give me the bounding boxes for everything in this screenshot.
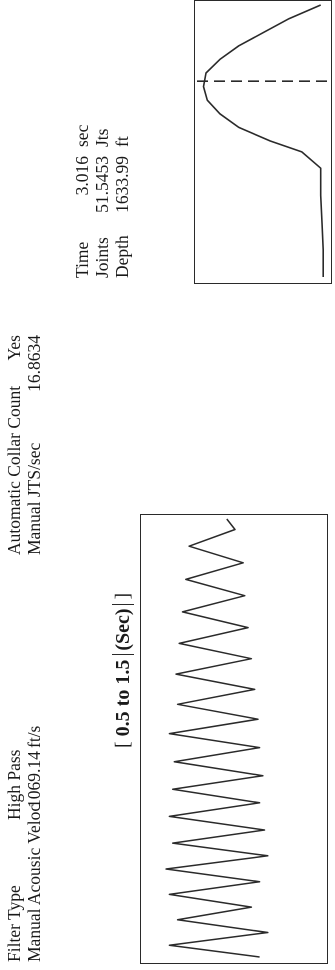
depth-value: 1633.99 xyxy=(112,156,132,213)
joints-unit: Jts xyxy=(92,128,112,147)
collar-chart xyxy=(197,4,331,277)
depth-label: Depth xyxy=(112,235,132,278)
collar-panel xyxy=(194,0,332,284)
acoustic-trace-line xyxy=(165,518,269,958)
time-value: 3.016 xyxy=(72,156,92,196)
manual-velocity-label: Manual Acousic Veloc xyxy=(24,803,44,962)
range-open-bracket: [ xyxy=(112,741,134,748)
auto-collar-value: Yes xyxy=(4,335,24,361)
time-label: Time xyxy=(72,241,92,278)
joints-value: 51.5453 xyxy=(92,156,112,213)
range-unit: (Sec) xyxy=(112,604,134,655)
time-unit: sec xyxy=(72,124,92,147)
range-from: 0.5 xyxy=(112,711,134,737)
manual-jts-label: Manual JTS/sec xyxy=(24,442,44,555)
filter-type-label: Filter Type xyxy=(4,885,24,962)
manual-jts-value: 16.8634 xyxy=(24,335,44,392)
depth-unit: ft xyxy=(112,136,132,147)
auto-collar-label: Automatic Collar Count xyxy=(4,385,24,555)
range-to-word: to xyxy=(112,689,134,707)
manual-velocity-unit: ft/s xyxy=(24,725,44,748)
filter-type-value: High Pass xyxy=(4,749,24,821)
acoustic-trace-chart xyxy=(165,518,269,958)
range-close-bracket: ] xyxy=(112,592,134,600)
chart-range-title: [ 0.5 to 1.5 (Sec) ] xyxy=(112,593,135,748)
acoustic-trace-panel xyxy=(140,514,328,964)
range-to: 1.5 xyxy=(112,659,134,685)
collar-curve xyxy=(202,4,324,277)
manual-velocity-value: 1069.14 xyxy=(24,751,44,808)
joints-label: Joints xyxy=(92,237,112,278)
